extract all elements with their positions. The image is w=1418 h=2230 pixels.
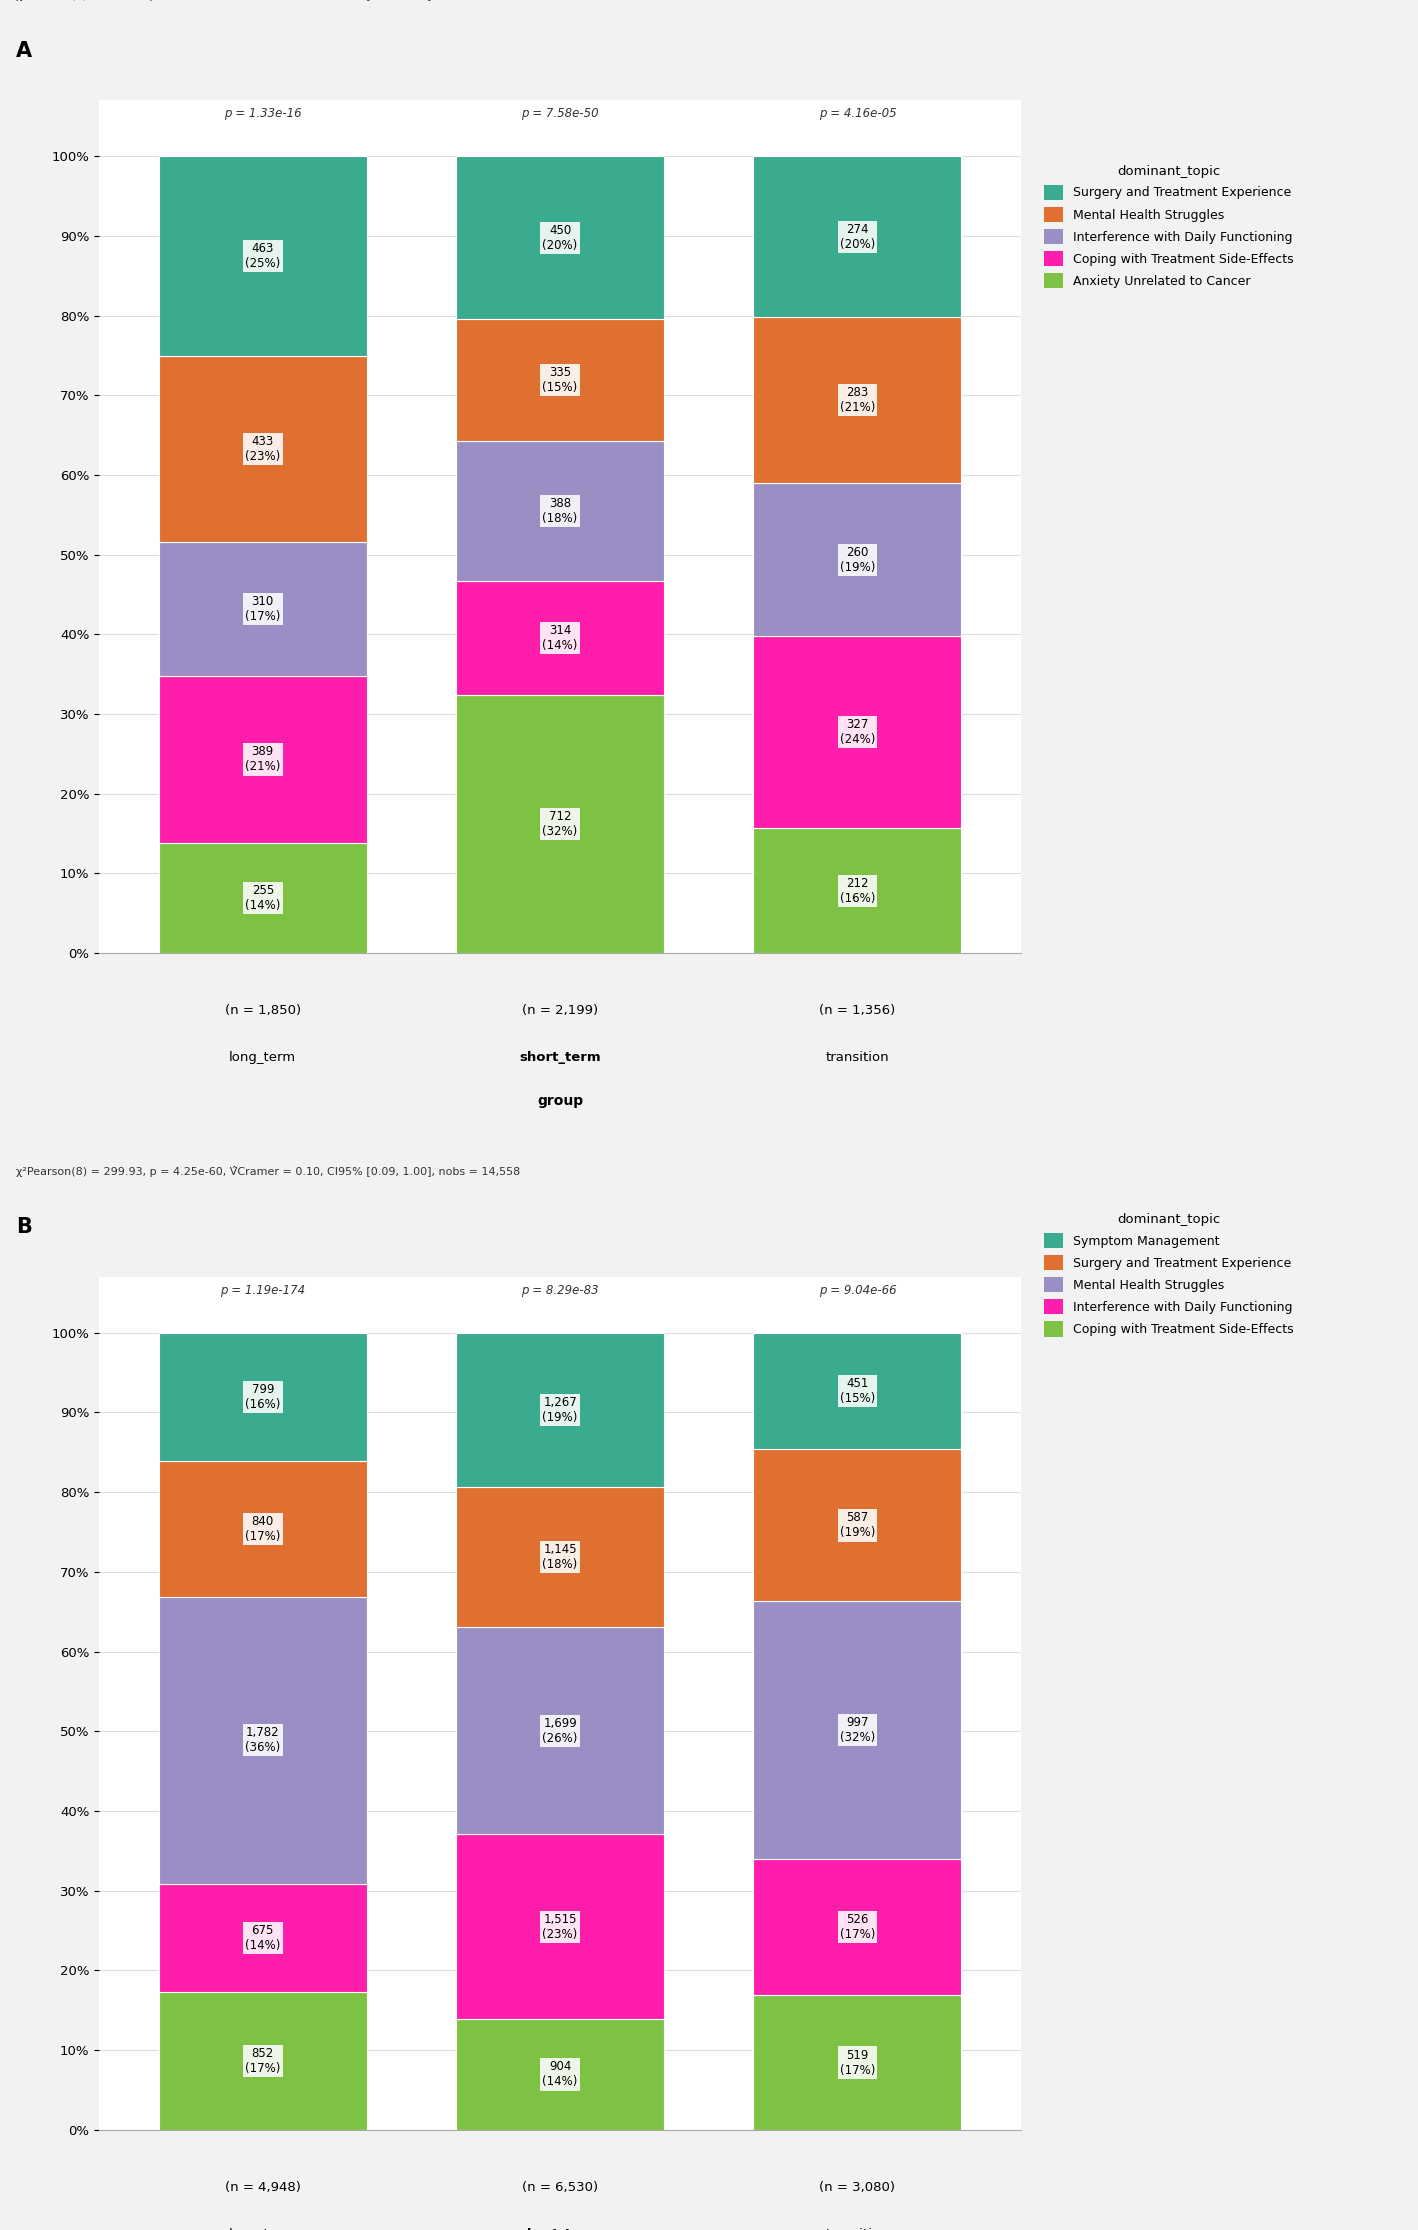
- Bar: [753, 1450, 961, 1601]
- Text: 274
(20%): 274 (20%): [839, 223, 875, 250]
- Text: 451
(15%): 451 (15%): [839, 1378, 875, 1405]
- Text: p = 7.58e-50: p = 7.58e-50: [522, 107, 598, 120]
- Bar: [159, 355, 367, 542]
- Text: (n = 6,530): (n = 6,530): [522, 2181, 598, 2194]
- Text: 852
(17%): 852 (17%): [245, 2047, 281, 2076]
- Text: 389
(21%): 389 (21%): [245, 745, 281, 774]
- Text: transition: transition: [825, 2228, 889, 2230]
- Text: 335
(15%): 335 (15%): [543, 366, 577, 395]
- Text: long_term: long_term: [230, 1050, 296, 1064]
- Text: 1,699
(26%): 1,699 (26%): [543, 1717, 577, 1744]
- Text: 1,782
(36%): 1,782 (36%): [245, 1726, 281, 1755]
- Text: 526
(17%): 526 (17%): [839, 1913, 875, 1942]
- Text: 997
(32%): 997 (32%): [839, 1717, 875, 1744]
- Text: χ²Pearson(8) = 299.93, p = 4.25e-60, V̂Cramer = 0.10, CI95% [0.09, 1.00], nobs =: χ²Pearson(8) = 299.93, p = 4.25e-60, V̂C…: [17, 1166, 520, 1177]
- Bar: [457, 2020, 664, 2130]
- Text: 314
(14%): 314 (14%): [543, 624, 577, 651]
- Bar: [159, 1461, 367, 1597]
- Text: 1,145
(18%): 1,145 (18%): [543, 1543, 577, 1572]
- Bar: [457, 1487, 664, 1628]
- Text: 255
(14%): 255 (14%): [245, 883, 281, 912]
- Text: 283
(21%): 283 (21%): [839, 386, 875, 415]
- Text: 450
(20%): 450 (20%): [543, 223, 577, 252]
- Text: (n = 2,199): (n = 2,199): [522, 1004, 598, 1017]
- Text: p = 1.33e-16: p = 1.33e-16: [224, 107, 302, 120]
- Legend: Symptom Management, Surgery and Treatment Experience, Mental Health Struggles, I: Symptom Management, Surgery and Treatmen…: [1041, 1211, 1296, 1338]
- Text: p = 4.16e-05: p = 4.16e-05: [818, 107, 896, 120]
- Text: transition: transition: [825, 1050, 889, 1064]
- Bar: [753, 827, 961, 952]
- Text: p = 1.19e-174: p = 1.19e-174: [220, 1284, 305, 1298]
- Text: 1,515
(23%): 1,515 (23%): [543, 1913, 577, 1940]
- Text: 310
(17%): 310 (17%): [245, 595, 281, 622]
- Bar: [753, 636, 961, 827]
- Text: p = 9.04e-66: p = 9.04e-66: [818, 1284, 896, 1298]
- Text: 799
(16%): 799 (16%): [245, 1383, 281, 1412]
- Text: A: A: [17, 40, 33, 60]
- Bar: [159, 1597, 367, 1884]
- Bar: [753, 484, 961, 636]
- Text: group: group: [537, 1093, 583, 1108]
- Bar: [457, 582, 664, 696]
- Text: 212
(16%): 212 (16%): [839, 876, 875, 905]
- Text: 327
(24%): 327 (24%): [839, 718, 875, 747]
- Bar: [159, 156, 367, 355]
- Text: 587
(19%): 587 (19%): [839, 1512, 875, 1539]
- Text: 712
(32%): 712 (32%): [543, 809, 577, 838]
- Text: p = 8.29e-83: p = 8.29e-83: [522, 1284, 598, 1298]
- Text: short_term: short_term: [519, 1050, 601, 1064]
- Text: (n = 4,948): (n = 4,948): [225, 2181, 301, 2194]
- Bar: [159, 843, 367, 952]
- Bar: [753, 317, 961, 484]
- Text: 388
(18%): 388 (18%): [543, 497, 577, 524]
- Bar: [159, 542, 367, 676]
- Text: 260
(19%): 260 (19%): [839, 546, 875, 573]
- Text: short_term: short_term: [519, 2228, 601, 2230]
- Bar: [457, 1835, 664, 2020]
- Bar: [159, 676, 367, 843]
- Bar: [753, 1860, 961, 1996]
- Text: B: B: [17, 1218, 33, 1238]
- Bar: [753, 156, 961, 317]
- Text: (n = 3,080): (n = 3,080): [820, 2181, 895, 2194]
- Bar: [457, 696, 664, 952]
- Bar: [457, 156, 664, 319]
- Bar: [159, 1991, 367, 2130]
- Legend: Surgery and Treatment Experience, Mental Health Struggles, Interference with Dai: Surgery and Treatment Experience, Mental…: [1041, 163, 1296, 290]
- Text: 463
(25%): 463 (25%): [245, 241, 281, 270]
- Text: (n = 1,850): (n = 1,850): [224, 1004, 301, 1017]
- Bar: [457, 442, 664, 582]
- Text: 675
(14%): 675 (14%): [245, 1924, 281, 1951]
- Text: 1,267
(19%): 1,267 (19%): [543, 1396, 577, 1425]
- Bar: [753, 1334, 961, 1450]
- Text: 433
(23%): 433 (23%): [245, 435, 281, 464]
- Text: 840
(17%): 840 (17%): [245, 1514, 281, 1543]
- Bar: [753, 1601, 961, 1860]
- Text: (n = 1,356): (n = 1,356): [820, 1004, 896, 1017]
- Bar: [457, 1628, 664, 1835]
- Text: 904
(14%): 904 (14%): [543, 2061, 577, 2090]
- Bar: [457, 319, 664, 442]
- Bar: [753, 1996, 961, 2130]
- Bar: [159, 1884, 367, 1991]
- Text: long_term: long_term: [230, 2228, 296, 2230]
- Bar: [159, 1334, 367, 1461]
- Bar: [457, 1334, 664, 1487]
- Text: 519
(17%): 519 (17%): [839, 2049, 875, 2076]
